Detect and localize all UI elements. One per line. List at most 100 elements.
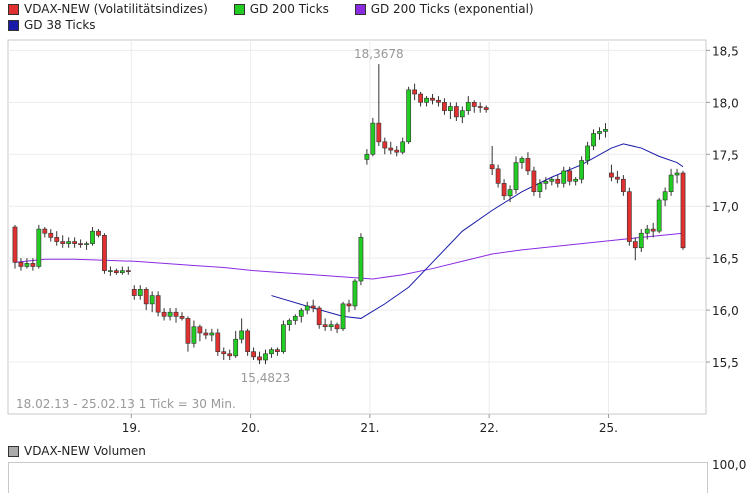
- volume-legend: VDAX-NEW Volumen: [8, 444, 146, 458]
- candle-body: [650, 228, 656, 232]
- candle-body: [24, 263, 30, 267]
- candle-body: [567, 170, 573, 182]
- volume-legend-swatch: [8, 445, 19, 457]
- candle-body: [537, 183, 543, 192]
- candle-body: [281, 324, 286, 352]
- candle-body: [573, 178, 579, 182]
- candle-body: [513, 162, 519, 190]
- candle-body: [561, 170, 567, 184]
- candle-body: [543, 180, 549, 184]
- candle-body: [322, 324, 328, 328]
- candle-body: [298, 309, 304, 317]
- legend-label-gd200: GD 200 Ticks: [249, 2, 329, 16]
- candle-body: [394, 149, 400, 153]
- candle-body: [292, 316, 298, 321]
- candle-body: [597, 131, 602, 134]
- candle-body: [60, 241, 66, 244]
- volume-legend-label: VDAX-NEW Volumen: [24, 444, 146, 458]
- candle-body: [78, 243, 83, 245]
- candle-body: [125, 270, 131, 272]
- candle-body: [555, 178, 561, 184]
- candle-body: [495, 168, 501, 184]
- x-tick-label: 22.: [480, 421, 499, 435]
- legend-item-gd200-exp: GD 200 Ticks (exponential): [354, 2, 534, 16]
- y-tick-label: 18,0: [712, 96, 739, 110]
- candle-body: [328, 324, 334, 328]
- candle-body: [30, 263, 36, 267]
- candle-body: [346, 303, 352, 307]
- legend-swatch-gd200: [233, 3, 245, 15]
- candle-body: [310, 305, 316, 309]
- candle-body: [173, 311, 179, 317]
- extreme-value-annotation: 18,3678: [354, 47, 404, 61]
- candle-body: [424, 97, 429, 103]
- candle-body: [245, 330, 250, 352]
- x-tick-label: 20.: [241, 421, 260, 435]
- candle-body: [448, 106, 453, 111]
- candle-body: [585, 145, 590, 161]
- candle-body: [191, 326, 197, 344]
- candle-body: [149, 295, 155, 305]
- candle-body: [179, 316, 185, 319]
- candle-body: [430, 97, 435, 101]
- legend-label-gd200-exp: GD 200 Ticks (exponential): [370, 2, 534, 16]
- candle-body: [102, 235, 107, 271]
- candle-body: [674, 172, 680, 176]
- candle-body: [579, 160, 585, 180]
- plot-area: [7, 39, 707, 415]
- y-tick-label: 17,5: [712, 148, 739, 162]
- legend-label-gd38: GD 38 Ticks: [24, 18, 96, 32]
- candle-body: [316, 307, 322, 325]
- candle-body: [382, 141, 388, 149]
- candle-body: [352, 280, 358, 307]
- candle-body: [334, 324, 340, 330]
- candle-body: [215, 332, 221, 352]
- candle-body: [471, 102, 477, 107]
- candle-body: [531, 170, 537, 192]
- candle-body: [263, 353, 268, 361]
- candle-body: [227, 353, 233, 357]
- legend-item-gd38: GD 38 Ticks: [8, 18, 96, 32]
- candle-body: [549, 178, 555, 182]
- candle-body: [131, 289, 137, 296]
- candle-body: [251, 351, 256, 358]
- candle-body: [442, 102, 447, 111]
- candle-body: [615, 176, 620, 180]
- candle-body: [203, 332, 209, 336]
- candle-body: [167, 311, 173, 317]
- legend-row-1: VDAX-NEW (Volatilitätsindizes) GD 200 Ti…: [8, 2, 556, 18]
- candle-body: [143, 289, 149, 305]
- candle-body: [54, 237, 60, 242]
- candle-body: [632, 241, 638, 249]
- y-tick-label: 16,5: [712, 252, 739, 266]
- period-label: 18.02.13 - 25.02.13 1 Tick = 30 Min.: [16, 397, 236, 411]
- candle-body: [525, 158, 531, 172]
- candle-body: [668, 174, 674, 192]
- candle-body: [501, 183, 507, 197]
- y-tick-label: 15,5: [712, 356, 739, 370]
- candle-body: [400, 141, 406, 153]
- candle-body: [48, 232, 54, 238]
- candle-body: [275, 349, 280, 352]
- candle-body: [370, 122, 376, 155]
- candle-body: [137, 289, 143, 296]
- candle-body: [680, 172, 686, 249]
- x-tick-label: 25.: [599, 421, 618, 435]
- legend-item-vdax: VDAX-NEW (Volatilitätsindizes): [8, 2, 208, 16]
- candle-body: [620, 178, 626, 192]
- candle-body: [12, 226, 18, 263]
- candle-body: [197, 326, 203, 334]
- candle-body: [239, 330, 245, 340]
- candle-body: [662, 191, 668, 201]
- legend-swatch-gd38: [8, 19, 19, 31]
- candle-body: [209, 332, 215, 336]
- candle-body: [459, 110, 465, 118]
- candle-body: [418, 93, 423, 103]
- candle-body: [358, 237, 364, 282]
- legend-item-gd200: GD 200 Ticks: [233, 2, 329, 16]
- candle-body: [18, 262, 24, 267]
- candle-body: [340, 303, 346, 330]
- legend-swatch-vdax: [8, 3, 19, 15]
- volume-panel: [8, 462, 708, 493]
- candle-body: [626, 191, 632, 242]
